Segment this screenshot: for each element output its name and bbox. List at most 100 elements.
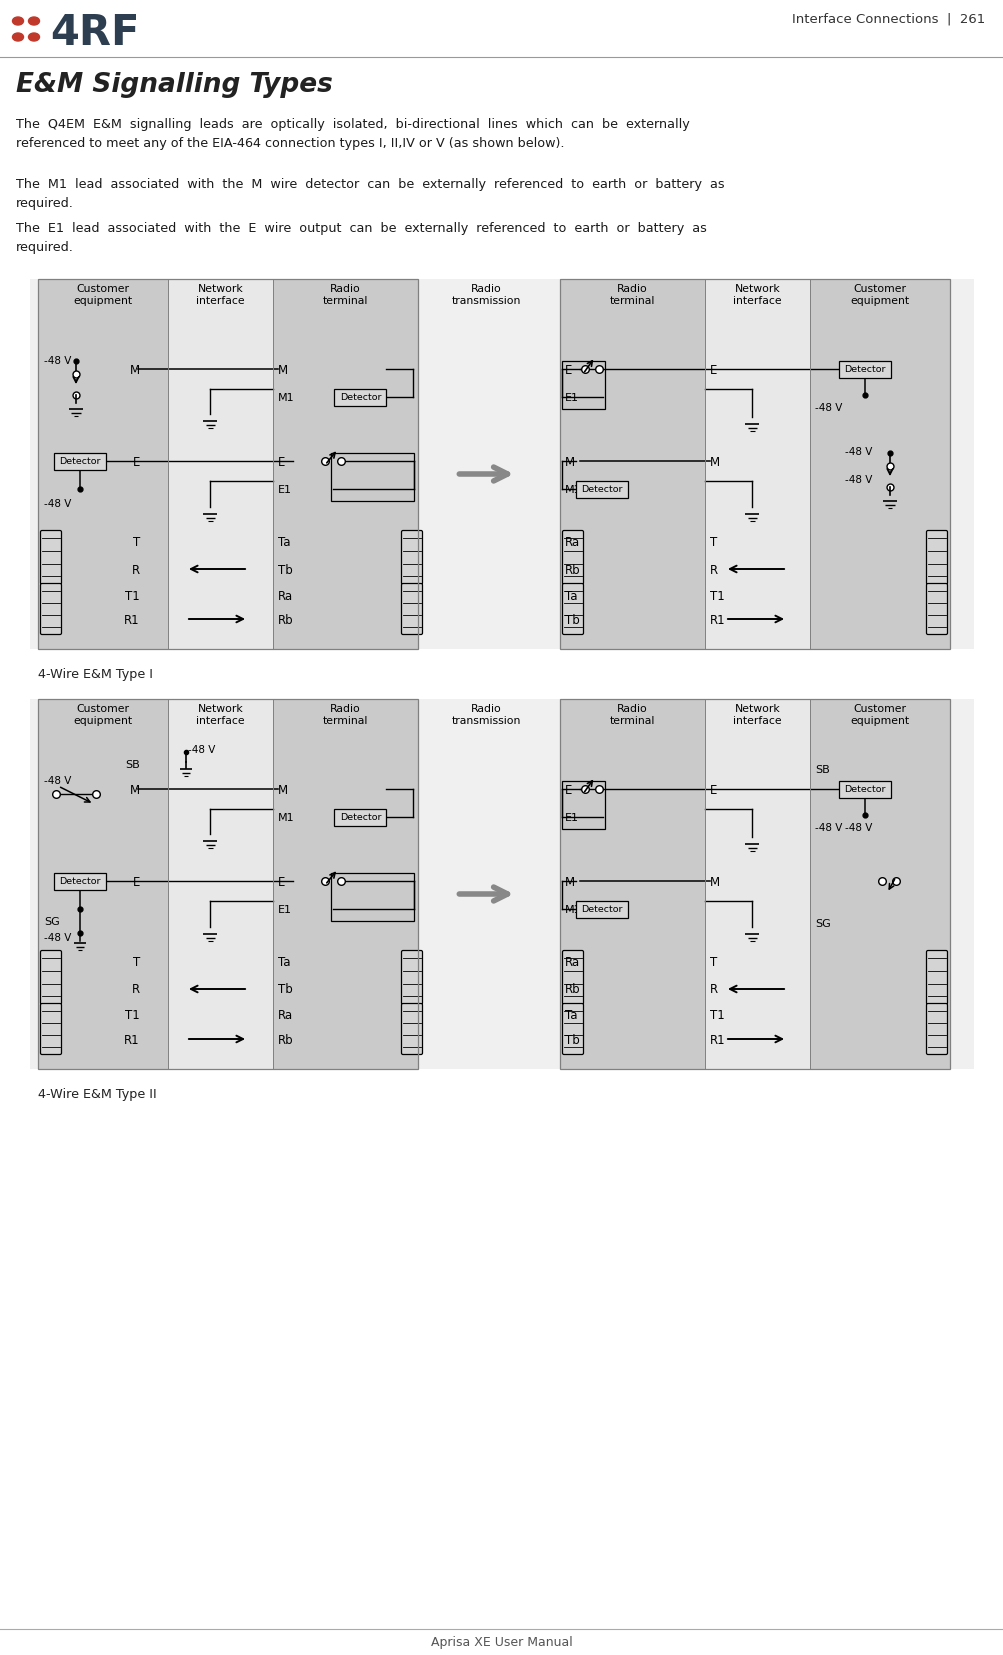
- Text: Rb: Rb: [565, 983, 580, 996]
- Bar: [54, 453, 106, 470]
- Ellipse shape: [12, 18, 23, 26]
- Text: Radio
terminal: Radio terminal: [323, 283, 368, 306]
- Bar: [30, 280, 973, 650]
- Text: M: M: [565, 875, 575, 889]
- Text: T1: T1: [125, 589, 139, 602]
- Bar: [704, 280, 809, 650]
- Text: Detector: Detector: [581, 485, 622, 495]
- FancyBboxPatch shape: [926, 952, 947, 1005]
- Text: Ra: Ra: [278, 589, 293, 602]
- FancyBboxPatch shape: [40, 952, 61, 1005]
- FancyBboxPatch shape: [401, 531, 422, 586]
- Text: SB: SB: [125, 760, 139, 770]
- FancyBboxPatch shape: [926, 531, 947, 586]
- Text: SB: SB: [814, 765, 828, 775]
- Ellipse shape: [28, 18, 39, 26]
- FancyBboxPatch shape: [926, 584, 947, 636]
- Text: -48 V: -48 V: [814, 823, 842, 832]
- Text: M: M: [565, 455, 575, 468]
- FancyBboxPatch shape: [562, 584, 583, 636]
- Bar: [38, 700, 417, 1069]
- Bar: [30, 700, 973, 1069]
- Text: Rb: Rb: [278, 612, 293, 626]
- Text: E: E: [278, 875, 285, 889]
- Text: -48 V: -48 V: [44, 932, 71, 942]
- Text: Ra: Ra: [565, 536, 580, 549]
- Text: E1: E1: [565, 392, 579, 402]
- Text: M: M: [709, 875, 719, 889]
- Text: Ta: Ta: [278, 957, 290, 968]
- Text: The  E1  lead  associated  with  the  E  wire  output  can  be  externally  refe: The E1 lead associated with the E wire o…: [16, 222, 706, 253]
- Text: Customer
equipment: Customer equipment: [73, 703, 132, 725]
- Text: M: M: [709, 455, 719, 468]
- FancyBboxPatch shape: [562, 531, 583, 586]
- Bar: [809, 280, 949, 650]
- Text: T: T: [132, 957, 139, 968]
- Text: Tb: Tb: [565, 612, 579, 626]
- Text: R1: R1: [124, 1033, 139, 1046]
- Text: Ta: Ta: [565, 589, 577, 602]
- Text: Tb: Tb: [278, 563, 293, 576]
- Text: -48 V: -48 V: [845, 475, 872, 485]
- Bar: [331, 453, 413, 501]
- Text: Ra: Ra: [278, 1010, 293, 1021]
- Text: R1: R1: [709, 1033, 725, 1046]
- Bar: [809, 700, 949, 1069]
- Bar: [562, 781, 605, 829]
- FancyBboxPatch shape: [401, 584, 422, 636]
- Text: Customer
equipment: Customer equipment: [850, 283, 909, 306]
- Text: -48 V: -48 V: [188, 745, 216, 755]
- Text: -48 V: -48 V: [814, 402, 842, 412]
- Text: Detector: Detector: [581, 905, 622, 914]
- Bar: [38, 280, 417, 650]
- Text: 4RF: 4RF: [50, 12, 139, 55]
- Bar: [273, 280, 417, 650]
- Text: 4-Wire E&M Type I: 4-Wire E&M Type I: [38, 667, 152, 680]
- Text: Tb: Tb: [565, 1033, 579, 1046]
- Text: R1: R1: [124, 612, 139, 626]
- Text: M: M: [129, 783, 139, 796]
- Text: SG: SG: [44, 917, 60, 927]
- Text: E: E: [132, 455, 139, 468]
- Text: T1: T1: [709, 1010, 724, 1021]
- Bar: [560, 280, 949, 650]
- Text: Radio
transmission: Radio transmission: [451, 283, 521, 306]
- Text: Ra: Ra: [565, 957, 580, 968]
- Text: E: E: [709, 364, 717, 376]
- Bar: [576, 900, 627, 919]
- Bar: [334, 809, 386, 826]
- Text: E&M Signalling Types: E&M Signalling Types: [16, 71, 333, 98]
- FancyBboxPatch shape: [40, 531, 61, 586]
- Bar: [168, 280, 273, 650]
- Text: M1: M1: [278, 813, 294, 823]
- Text: Customer
equipment: Customer equipment: [73, 283, 132, 306]
- FancyBboxPatch shape: [562, 1005, 583, 1054]
- Text: R: R: [131, 563, 139, 576]
- Text: -48 V: -48 V: [44, 498, 71, 508]
- Text: Aprisa XE User Manual: Aprisa XE User Manual: [430, 1635, 573, 1648]
- Bar: [273, 700, 417, 1069]
- Text: -48 V: -48 V: [845, 447, 872, 457]
- Text: Rb: Rb: [278, 1033, 293, 1046]
- Text: Network
interface: Network interface: [196, 703, 245, 725]
- Text: Ta: Ta: [278, 536, 290, 549]
- FancyBboxPatch shape: [40, 1005, 61, 1054]
- Text: E: E: [709, 783, 717, 796]
- FancyBboxPatch shape: [401, 952, 422, 1005]
- Text: Detector: Detector: [844, 784, 885, 794]
- Bar: [704, 700, 809, 1069]
- Text: M1: M1: [565, 904, 581, 915]
- FancyBboxPatch shape: [40, 584, 61, 636]
- Bar: [576, 482, 627, 498]
- Text: R: R: [131, 983, 139, 996]
- Text: 4-Wire E&M Type II: 4-Wire E&M Type II: [38, 1087, 156, 1101]
- Bar: [560, 700, 704, 1069]
- Text: Ta: Ta: [565, 1010, 577, 1021]
- Bar: [839, 361, 890, 379]
- Bar: [38, 700, 168, 1069]
- Text: T: T: [132, 536, 139, 549]
- Text: E1: E1: [565, 813, 579, 823]
- Text: Radio
terminal: Radio terminal: [609, 283, 655, 306]
- Text: -48 V: -48 V: [44, 776, 71, 786]
- Text: Detector: Detector: [844, 366, 885, 374]
